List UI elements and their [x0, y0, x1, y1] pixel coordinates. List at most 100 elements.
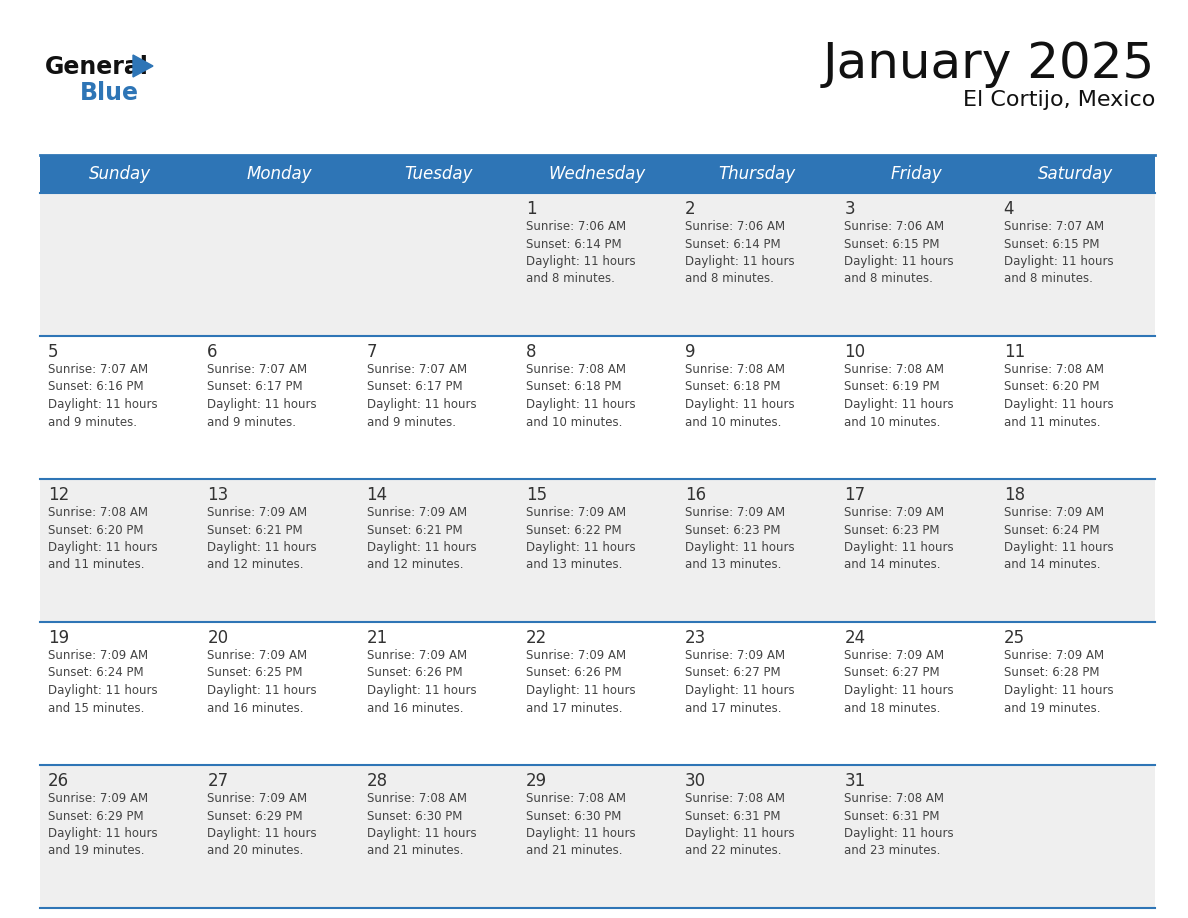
- Text: Sunrise: 7:08 AM: Sunrise: 7:08 AM: [685, 363, 785, 376]
- Text: Sunrise: 7:08 AM: Sunrise: 7:08 AM: [685, 792, 785, 805]
- Text: Sunset: 6:15 PM: Sunset: 6:15 PM: [1004, 238, 1099, 251]
- Text: Sunrise: 7:07 AM: Sunrise: 7:07 AM: [367, 363, 467, 376]
- Text: 17: 17: [845, 486, 866, 504]
- Text: 2: 2: [685, 200, 696, 218]
- Text: and 21 minutes.: and 21 minutes.: [367, 845, 463, 857]
- Bar: [996, 765, 1155, 908]
- Text: and 18 minutes.: and 18 minutes.: [845, 701, 941, 714]
- Text: and 8 minutes.: and 8 minutes.: [526, 273, 614, 285]
- Text: Daylight: 11 hours: Daylight: 11 hours: [1004, 684, 1113, 697]
- Text: Sunrise: 7:07 AM: Sunrise: 7:07 AM: [48, 363, 148, 376]
- Text: Daylight: 11 hours: Daylight: 11 hours: [1004, 541, 1113, 554]
- Text: Sunset: 6:27 PM: Sunset: 6:27 PM: [845, 666, 940, 679]
- Text: Sunset: 6:22 PM: Sunset: 6:22 PM: [526, 523, 621, 536]
- Bar: [40, 155, 200, 193]
- Bar: [996, 479, 1155, 622]
- Text: Sunrise: 7:09 AM: Sunrise: 7:09 AM: [685, 506, 785, 519]
- Text: Sunset: 6:21 PM: Sunset: 6:21 PM: [207, 523, 303, 536]
- Text: Daylight: 11 hours: Daylight: 11 hours: [845, 255, 954, 268]
- Bar: [40, 622, 200, 765]
- Text: Daylight: 11 hours: Daylight: 11 hours: [845, 541, 954, 554]
- Text: Sunrise: 7:09 AM: Sunrise: 7:09 AM: [367, 506, 467, 519]
- Text: Sunday: Sunday: [89, 165, 151, 183]
- Text: 8: 8: [526, 343, 536, 361]
- Bar: [200, 622, 359, 765]
- Bar: [359, 193, 518, 336]
- Text: 18: 18: [1004, 486, 1025, 504]
- Text: and 11 minutes.: and 11 minutes.: [1004, 416, 1100, 429]
- Text: Monday: Monday: [246, 165, 311, 183]
- Text: 31: 31: [845, 772, 866, 790]
- Text: and 21 minutes.: and 21 minutes.: [526, 845, 623, 857]
- Text: and 12 minutes.: and 12 minutes.: [367, 558, 463, 572]
- Bar: [200, 155, 359, 193]
- Bar: [200, 765, 359, 908]
- Text: Sunset: 6:29 PM: Sunset: 6:29 PM: [207, 810, 303, 823]
- Text: and 13 minutes.: and 13 minutes.: [526, 558, 623, 572]
- Text: Daylight: 11 hours: Daylight: 11 hours: [48, 541, 158, 554]
- Bar: [518, 479, 677, 622]
- Text: Daylight: 11 hours: Daylight: 11 hours: [48, 684, 158, 697]
- Bar: [836, 193, 996, 336]
- Text: Daylight: 11 hours: Daylight: 11 hours: [685, 827, 795, 840]
- Text: 27: 27: [207, 772, 228, 790]
- Bar: [40, 479, 200, 622]
- Text: Sunrise: 7:08 AM: Sunrise: 7:08 AM: [367, 792, 467, 805]
- Bar: [359, 336, 518, 479]
- Text: and 8 minutes.: and 8 minutes.: [685, 273, 775, 285]
- Text: Tuesday: Tuesday: [404, 165, 473, 183]
- Text: Sunset: 6:14 PM: Sunset: 6:14 PM: [526, 238, 621, 251]
- Text: 5: 5: [48, 343, 58, 361]
- Text: Daylight: 11 hours: Daylight: 11 hours: [48, 827, 158, 840]
- Text: Sunrise: 7:08 AM: Sunrise: 7:08 AM: [48, 506, 148, 519]
- Text: and 17 minutes.: and 17 minutes.: [685, 701, 782, 714]
- Text: and 10 minutes.: and 10 minutes.: [526, 416, 623, 429]
- Text: Saturday: Saturday: [1038, 165, 1113, 183]
- Text: Sunset: 6:19 PM: Sunset: 6:19 PM: [845, 380, 940, 394]
- Text: Sunset: 6:30 PM: Sunset: 6:30 PM: [367, 810, 462, 823]
- Text: Sunrise: 7:07 AM: Sunrise: 7:07 AM: [1004, 220, 1104, 233]
- Text: Sunset: 6:30 PM: Sunset: 6:30 PM: [526, 810, 621, 823]
- Text: 14: 14: [367, 486, 387, 504]
- Text: 28: 28: [367, 772, 387, 790]
- Bar: [518, 155, 677, 193]
- Text: Sunrise: 7:09 AM: Sunrise: 7:09 AM: [207, 649, 308, 662]
- Text: Sunset: 6:26 PM: Sunset: 6:26 PM: [367, 666, 462, 679]
- Text: 30: 30: [685, 772, 707, 790]
- Text: 25: 25: [1004, 629, 1025, 647]
- Text: Daylight: 11 hours: Daylight: 11 hours: [845, 827, 954, 840]
- Text: and 8 minutes.: and 8 minutes.: [1004, 273, 1093, 285]
- Text: and 11 minutes.: and 11 minutes.: [48, 558, 145, 572]
- Text: 15: 15: [526, 486, 546, 504]
- Text: Sunrise: 7:06 AM: Sunrise: 7:06 AM: [685, 220, 785, 233]
- Bar: [518, 622, 677, 765]
- Text: Sunset: 6:23 PM: Sunset: 6:23 PM: [845, 523, 940, 536]
- Text: and 23 minutes.: and 23 minutes.: [845, 845, 941, 857]
- Text: and 9 minutes.: and 9 minutes.: [207, 416, 296, 429]
- Text: Sunrise: 7:09 AM: Sunrise: 7:09 AM: [1004, 506, 1104, 519]
- Text: Sunrise: 7:09 AM: Sunrise: 7:09 AM: [207, 792, 308, 805]
- Text: 6: 6: [207, 343, 217, 361]
- Bar: [677, 479, 836, 622]
- Text: Daylight: 11 hours: Daylight: 11 hours: [526, 827, 636, 840]
- Text: Daylight: 11 hours: Daylight: 11 hours: [526, 541, 636, 554]
- Bar: [200, 336, 359, 479]
- Text: Daylight: 11 hours: Daylight: 11 hours: [685, 398, 795, 411]
- Text: 1: 1: [526, 200, 537, 218]
- Text: General: General: [45, 55, 148, 79]
- Text: 7: 7: [367, 343, 377, 361]
- Text: Sunrise: 7:09 AM: Sunrise: 7:09 AM: [685, 649, 785, 662]
- Text: Wednesday: Wednesday: [549, 165, 646, 183]
- Text: Daylight: 11 hours: Daylight: 11 hours: [367, 684, 476, 697]
- Text: Daylight: 11 hours: Daylight: 11 hours: [48, 398, 158, 411]
- Text: 26: 26: [48, 772, 69, 790]
- Text: 19: 19: [48, 629, 69, 647]
- Text: and 19 minutes.: and 19 minutes.: [48, 845, 145, 857]
- Text: and 10 minutes.: and 10 minutes.: [685, 416, 782, 429]
- Bar: [200, 479, 359, 622]
- Text: Sunset: 6:17 PM: Sunset: 6:17 PM: [367, 380, 462, 394]
- Text: Sunset: 6:23 PM: Sunset: 6:23 PM: [685, 523, 781, 536]
- Text: 9: 9: [685, 343, 696, 361]
- Text: Sunset: 6:25 PM: Sunset: 6:25 PM: [207, 666, 303, 679]
- Text: Sunset: 6:14 PM: Sunset: 6:14 PM: [685, 238, 781, 251]
